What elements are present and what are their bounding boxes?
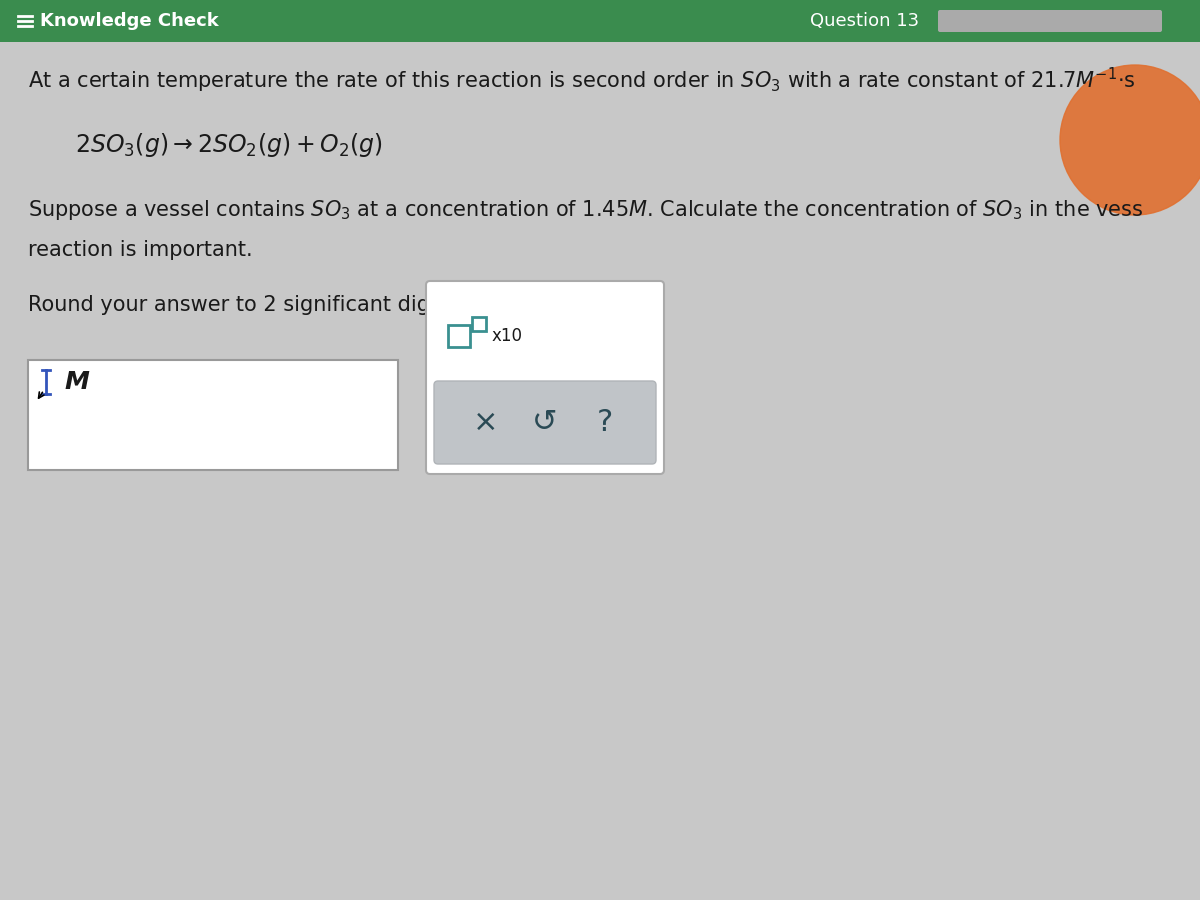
Text: reaction is important.: reaction is important.	[28, 240, 253, 260]
FancyBboxPatch shape	[938, 10, 1162, 32]
Text: ×: ×	[473, 408, 498, 437]
Text: Round your answer to 2 significant digits.: Round your answer to 2 significant digit…	[28, 295, 462, 315]
Text: ↺: ↺	[533, 408, 558, 437]
Text: $2SO_3(g) \rightarrow 2SO_2(g) + O_2(g)$: $2SO_3(g) \rightarrow 2SO_2(g) + O_2(g)$	[74, 131, 383, 159]
Text: At a certain temperature the rate of this reaction is second order in $SO_3$ wit: At a certain temperature the rate of thi…	[28, 66, 1135, 94]
Text: M: M	[64, 370, 89, 394]
FancyBboxPatch shape	[28, 360, 398, 470]
Text: Knowledge Check: Knowledge Check	[40, 12, 218, 30]
FancyBboxPatch shape	[434, 381, 656, 464]
Text: x10: x10	[492, 327, 523, 345]
Circle shape	[1060, 65, 1200, 215]
Text: ?: ?	[596, 408, 613, 437]
Text: Suppose a vessel contains $SO_3$ at a concentration of 1.45$M$. Calculate the co: Suppose a vessel contains $SO_3$ at a co…	[28, 198, 1144, 222]
Text: Question 13: Question 13	[810, 12, 919, 30]
FancyBboxPatch shape	[426, 281, 664, 474]
FancyBboxPatch shape	[0, 0, 1200, 42]
